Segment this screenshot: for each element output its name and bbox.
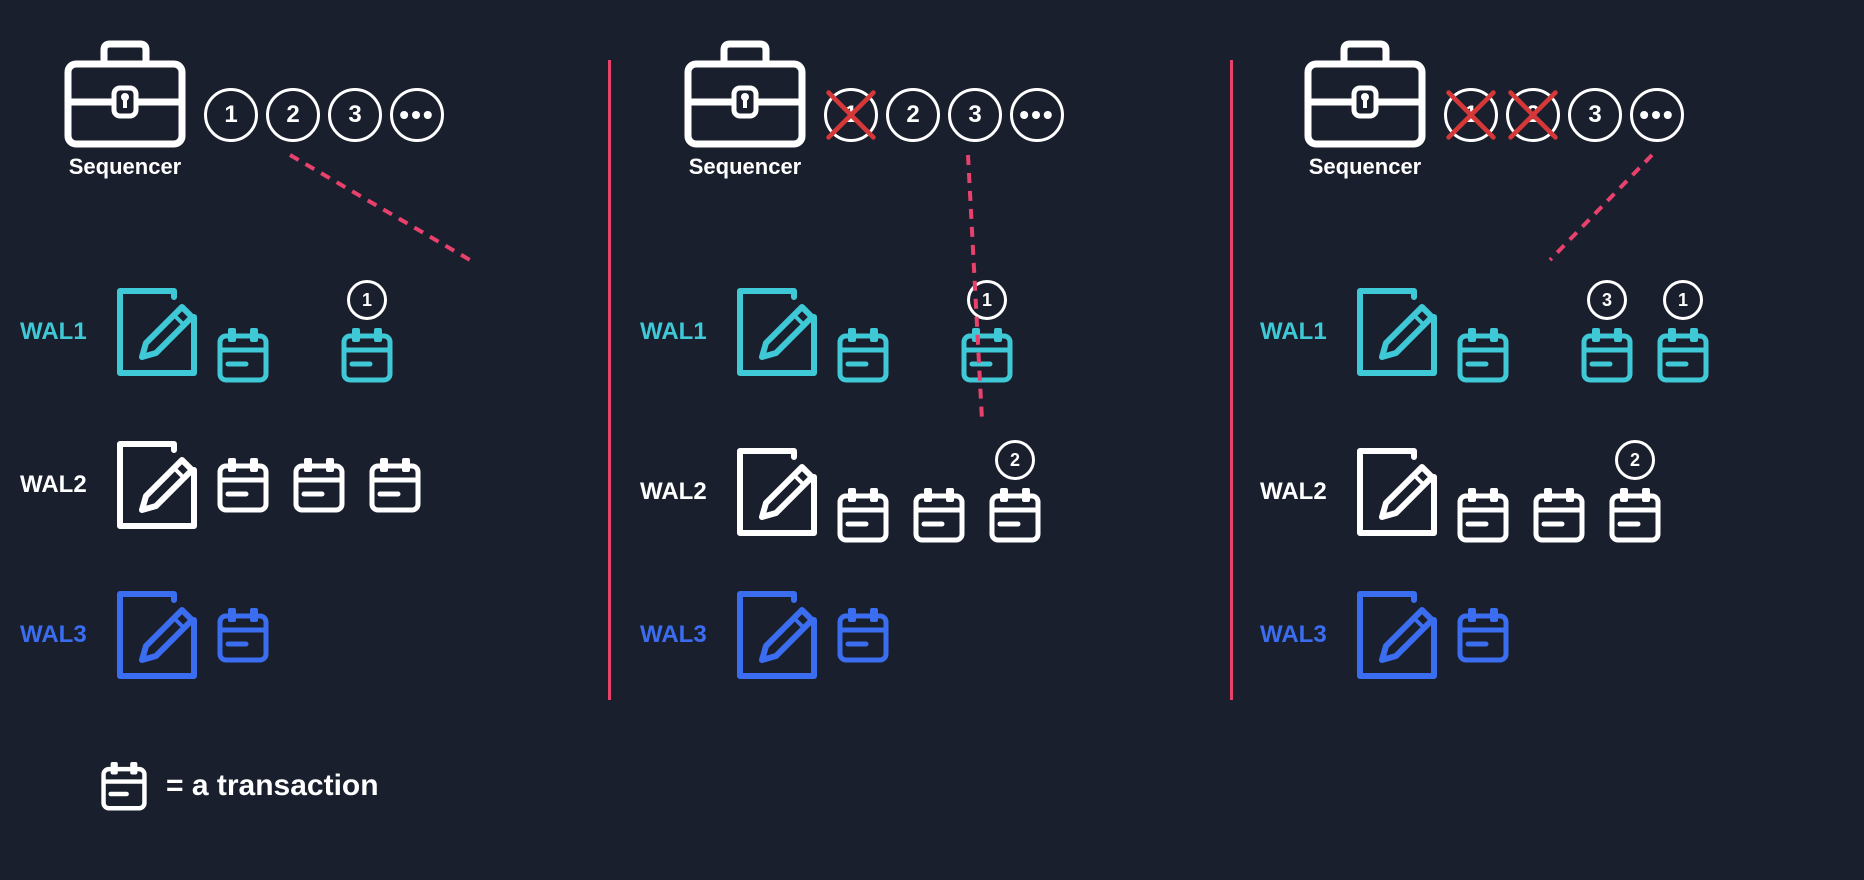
wal-label: WAL3 bbox=[20, 621, 98, 649]
compose-icon bbox=[732, 590, 822, 680]
wal-row-wal3: WAL3 bbox=[20, 590, 270, 680]
txn-with-badge: 1 bbox=[960, 280, 1014, 384]
sequencer-label: Sequencer bbox=[69, 154, 182, 180]
seq-circle-1: 1 bbox=[204, 88, 258, 142]
compose-icon bbox=[1352, 590, 1442, 680]
sequencer-label: Sequencer bbox=[689, 154, 802, 180]
txn-icon bbox=[836, 326, 890, 384]
txn-list: 31 bbox=[1456, 280, 1710, 384]
panel-2: Sequencer123•••WAL11WAL22WAL3 bbox=[620, 0, 1240, 880]
compose-icon bbox=[1352, 287, 1442, 377]
seq-circle-2: 2 bbox=[266, 88, 320, 142]
txn-icon bbox=[1656, 326, 1710, 384]
wal-row-wal3: WAL3 bbox=[640, 590, 890, 680]
txn-icon bbox=[1532, 486, 1586, 544]
wal-label: WAL2 bbox=[20, 471, 98, 499]
seq-circle-2: 2 bbox=[1506, 88, 1560, 142]
badge-circle: 1 bbox=[347, 280, 387, 320]
txn-icon bbox=[836, 606, 890, 664]
briefcase-icon: Sequencer bbox=[1300, 40, 1430, 180]
wal-label: WAL3 bbox=[640, 621, 718, 649]
sequence-circles: 123••• bbox=[204, 88, 444, 142]
txn-list bbox=[1456, 606, 1510, 664]
txn-list: 2 bbox=[1456, 440, 1662, 544]
legend-text: = a transaction bbox=[166, 769, 379, 803]
txn-icon bbox=[292, 456, 346, 514]
txn-icon bbox=[216, 456, 270, 514]
seq-circle-4: ••• bbox=[390, 88, 444, 142]
wal-row-wal2: WAL2 2 bbox=[1260, 440, 1662, 544]
sequence-circles: 123••• bbox=[1444, 88, 1684, 142]
txn-list: 2 bbox=[836, 440, 1042, 544]
wal-label: WAL3 bbox=[1260, 621, 1338, 649]
compose-icon bbox=[732, 447, 822, 537]
sequence-circles: 123••• bbox=[824, 88, 1064, 142]
badge-circle: 2 bbox=[1615, 440, 1655, 480]
txn-with-badge: 2 bbox=[988, 440, 1042, 544]
txn-icon bbox=[1456, 486, 1510, 544]
txn-with-badge: 1 bbox=[340, 280, 394, 384]
txn-icon bbox=[1456, 326, 1510, 384]
txn-icon bbox=[988, 486, 1042, 544]
badge-circle: 2 bbox=[995, 440, 1035, 480]
wal-label: WAL2 bbox=[1260, 478, 1338, 506]
txn-icon bbox=[340, 326, 394, 384]
wal-label: WAL1 bbox=[20, 318, 98, 346]
txn-icon bbox=[1580, 326, 1634, 384]
txn-with-badge: 1 bbox=[1656, 280, 1710, 384]
wal-row-wal1: WAL1 31 bbox=[1260, 280, 1710, 384]
wal-label: WAL1 bbox=[1260, 318, 1338, 346]
wal-row-wal2: WAL2 bbox=[20, 440, 422, 530]
briefcase-icon: Sequencer bbox=[60, 40, 190, 180]
badge-circle: 1 bbox=[967, 280, 1007, 320]
txn-with-badge: 2 bbox=[1608, 440, 1662, 544]
badge-circle: 3 bbox=[1587, 280, 1627, 320]
compose-icon bbox=[112, 440, 202, 530]
badge-circle: 1 bbox=[1663, 280, 1703, 320]
txn-icon bbox=[100, 760, 148, 812]
txn-icon bbox=[216, 326, 270, 384]
seq-circle-3: 3 bbox=[948, 88, 1002, 142]
txn-icon bbox=[912, 486, 966, 544]
briefcase-icon: Sequencer bbox=[680, 40, 810, 180]
seq-circle-2: 2 bbox=[886, 88, 940, 142]
seq-circle-4: ••• bbox=[1010, 88, 1064, 142]
seq-circle-4: ••• bbox=[1630, 88, 1684, 142]
txn-icon bbox=[1608, 486, 1662, 544]
txn-icon bbox=[836, 486, 890, 544]
txn-list bbox=[836, 606, 890, 664]
txn-list: 1 bbox=[836, 280, 1014, 384]
panel-divider bbox=[1230, 60, 1233, 700]
wal-row-wal2: WAL2 2 bbox=[640, 440, 1042, 544]
panel-divider bbox=[608, 60, 611, 700]
compose-icon bbox=[112, 590, 202, 680]
compose-icon bbox=[112, 287, 202, 377]
txn-icon bbox=[368, 456, 422, 514]
seq-circle-3: 3 bbox=[1568, 88, 1622, 142]
seq-circle-1: 1 bbox=[824, 88, 878, 142]
seq-circle-3: 3 bbox=[328, 88, 382, 142]
wal-row-wal1: WAL1 1 bbox=[20, 280, 394, 384]
wal-row-wal1: WAL1 1 bbox=[640, 280, 1014, 384]
sequencer-label: Sequencer bbox=[1309, 154, 1422, 180]
txn-list bbox=[216, 606, 270, 664]
legend: = a transaction bbox=[100, 760, 379, 812]
txn-icon bbox=[960, 326, 1014, 384]
txn-list: 1 bbox=[216, 280, 394, 384]
compose-icon bbox=[732, 287, 822, 377]
wal-label: WAL2 bbox=[640, 478, 718, 506]
seq-circle-1: 1 bbox=[1444, 88, 1498, 142]
panel-1: Sequencer123•••WAL11WAL2WAL3 bbox=[0, 0, 620, 880]
wal-row-wal3: WAL3 bbox=[1260, 590, 1510, 680]
txn-icon bbox=[216, 606, 270, 664]
compose-icon bbox=[1352, 447, 1442, 537]
wal-label: WAL1 bbox=[640, 318, 718, 346]
panel-3: Sequencer123•••WAL131WAL22WAL3 bbox=[1240, 0, 1860, 880]
txn-with-badge: 3 bbox=[1580, 280, 1634, 384]
sequencer-group: Sequencer 123••• bbox=[1300, 40, 1684, 180]
txn-list bbox=[216, 456, 422, 514]
sequencer-group: Sequencer 123••• bbox=[60, 40, 444, 180]
txn-icon bbox=[1456, 606, 1510, 664]
sequencer-group: Sequencer 123••• bbox=[680, 40, 1064, 180]
